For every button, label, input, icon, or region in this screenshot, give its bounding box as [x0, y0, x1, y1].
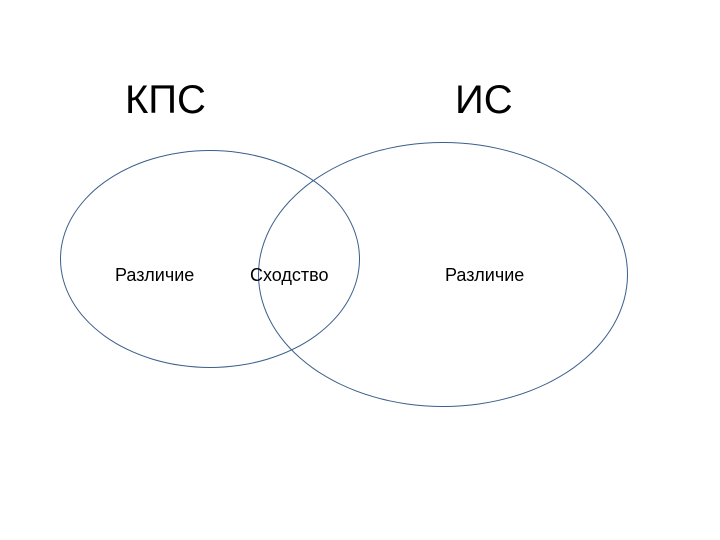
venn-diagram: КПС ИС Различие Сходство Различие	[0, 0, 720, 540]
label-right-difference: Различие	[445, 265, 524, 286]
title-left: КПС	[125, 78, 206, 123]
label-left-difference: Различие	[115, 265, 194, 286]
title-right: ИС	[455, 78, 513, 123]
label-overlap-similarity: Сходство	[250, 265, 329, 286]
